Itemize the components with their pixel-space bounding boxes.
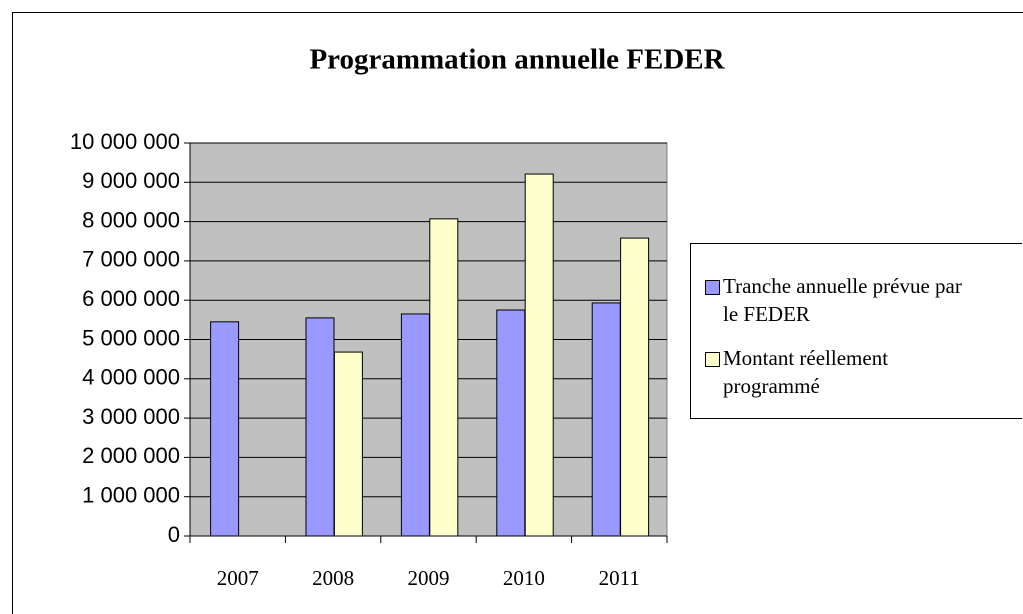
chart-border: [12, 12, 1023, 614]
legend: Tranche annuelle prévue par le FEDER Mont…: [690, 243, 1022, 419]
y-tick-label: 2 000 000: [82, 443, 180, 468]
y-tick-label: 9 000 000: [82, 168, 180, 193]
bar: [210, 321, 240, 537]
y-tick-label: 3 000 000: [82, 404, 180, 429]
x-tick-label: 2007: [217, 566, 259, 590]
bar: [400, 313, 430, 537]
bar: [305, 317, 335, 537]
y-tick-label: 1 000 000: [82, 483, 180, 508]
y-tick-label: 0: [168, 522, 180, 547]
y-tick-label: 6 000 000: [82, 286, 180, 311]
legend-label: Montant réellement programmé: [723, 346, 889, 398]
bar: [524, 173, 554, 537]
x-tick-label: 2010: [503, 566, 545, 590]
x-tick-label: 2008: [312, 566, 354, 590]
bar: [333, 351, 363, 537]
bar: [496, 309, 526, 537]
legend-swatch: [705, 280, 720, 295]
x-tick-label: 2009: [408, 566, 450, 590]
legend-item: Montant réellement programmé: [705, 344, 1012, 400]
legend-label: Tranche annuelle prévue par le FEDER: [723, 274, 962, 326]
legend-item: Tranche annuelle prévue par le FEDER: [705, 272, 1012, 328]
y-tick-label: 4 000 000: [82, 365, 180, 390]
legend-swatch: [705, 352, 720, 367]
bar: [620, 237, 650, 537]
bar: [591, 302, 621, 537]
y-tick-label: 8 000 000: [82, 207, 180, 232]
y-tick-label: 10 000 000: [70, 129, 180, 154]
y-tick-label: 7 000 000: [82, 247, 180, 272]
chart-title: Programmation annuelle FEDER: [309, 44, 725, 76]
y-tick-label: 5 000 000: [82, 325, 180, 350]
bar: [429, 218, 459, 537]
x-tick-label: 2011: [599, 566, 640, 590]
